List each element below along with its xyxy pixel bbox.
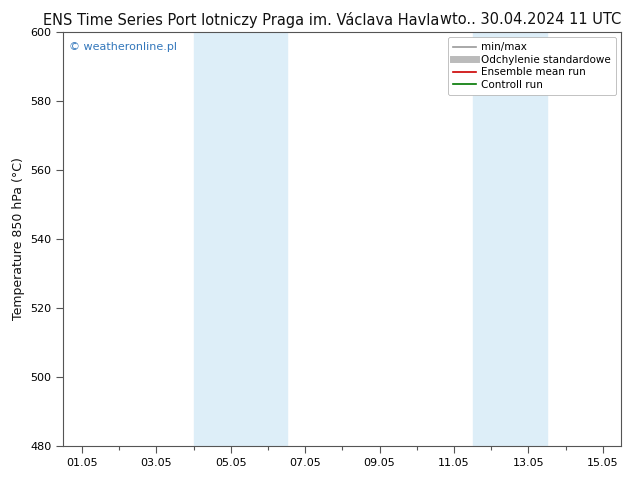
Text: wto.. 30.04.2024 11 UTC: wto.. 30.04.2024 11 UTC	[440, 12, 621, 27]
Y-axis label: Temperature 850 hPa (°C): Temperature 850 hPa (°C)	[12, 157, 25, 320]
Legend: min/max, Odchylenie standardowe, Ensemble mean run, Controll run: min/max, Odchylenie standardowe, Ensembl…	[448, 37, 616, 95]
Bar	[472, 32, 547, 446]
Text: ENS Time Series Port lotniczy Praga im. Václava Havla: ENS Time Series Port lotniczy Praga im. …	[42, 12, 439, 28]
Text: © weatheronline.pl: © weatheronline.pl	[69, 42, 177, 52]
Bar	[193, 32, 287, 446]
